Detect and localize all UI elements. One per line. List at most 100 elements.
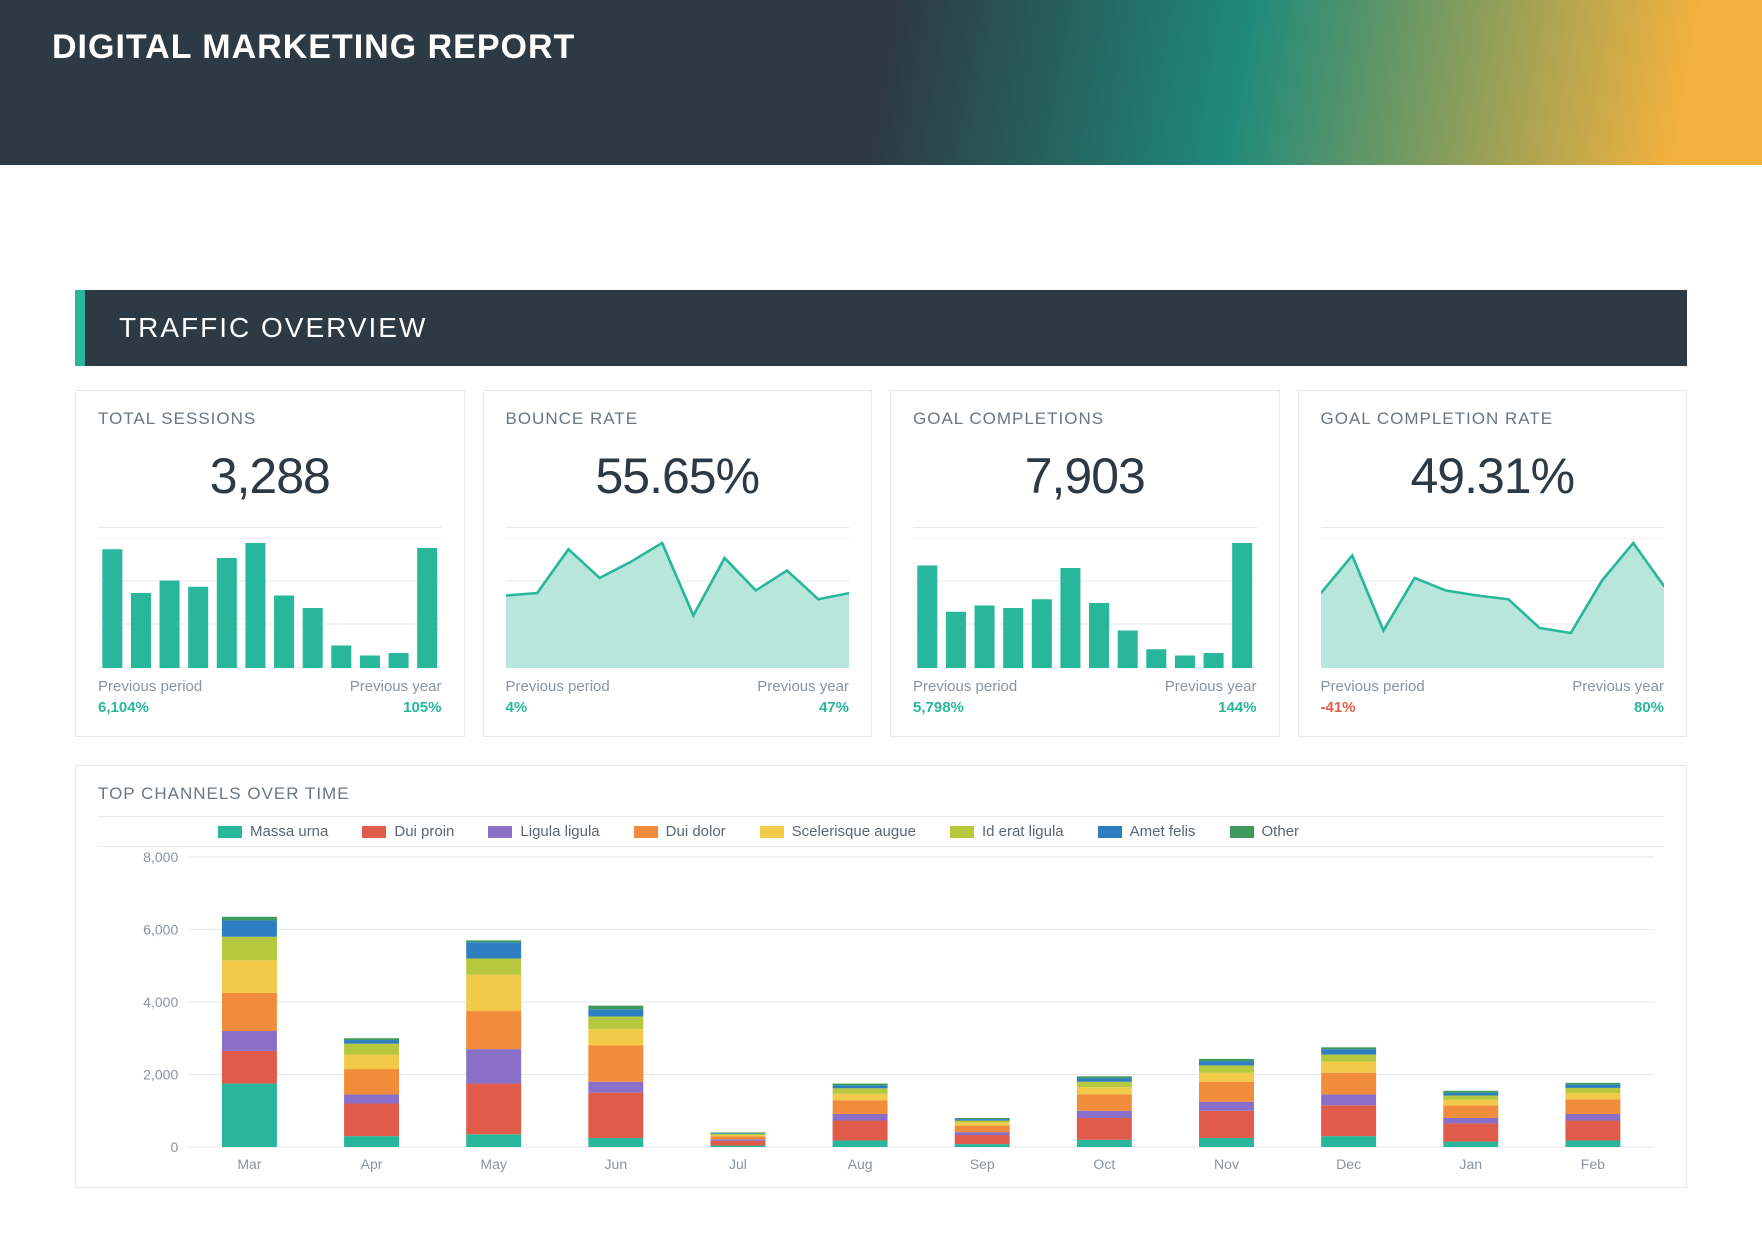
stacked-bar-segment[interactable]: [222, 917, 277, 921]
stacked-bar-segment[interactable]: [1321, 1094, 1376, 1105]
stacked-bar-segment[interactable]: [588, 1082, 643, 1093]
stacked-bar-segment[interactable]: [1199, 1082, 1254, 1102]
stacked-bar-segment[interactable]: [1077, 1087, 1132, 1094]
stacked-bar-segment[interactable]: [1077, 1076, 1132, 1078]
stacked-bar-segment[interactable]: [710, 1139, 765, 1140]
legend-item[interactable]: Ligula ligula: [488, 823, 599, 840]
stacked-bar-segment[interactable]: [588, 1009, 643, 1016]
legend-item[interactable]: Id erat ligula: [950, 823, 1064, 840]
stacked-bar-segment[interactable]: [710, 1136, 765, 1139]
stacked-bar-segment[interactable]: [1443, 1091, 1498, 1093]
stacked-bar-segment[interactable]: [588, 1046, 643, 1082]
stacked-bar-segment[interactable]: [1443, 1123, 1498, 1141]
stacked-bar-segment[interactable]: [955, 1135, 1010, 1144]
stacked-bar-segment[interactable]: [222, 937, 277, 961]
stacked-bar-segment[interactable]: [466, 959, 521, 975]
stacked-bar-segment[interactable]: [1443, 1118, 1498, 1123]
stacked-bar-segment[interactable]: [955, 1132, 1010, 1135]
stacked-bar-segment[interactable]: [1565, 1093, 1620, 1100]
stacked-bar-segment[interactable]: [344, 1104, 399, 1137]
stacked-bar-segment[interactable]: [955, 1123, 1010, 1126]
stacked-bar-segment[interactable]: [344, 1040, 399, 1044]
stacked-bar-segment[interactable]: [1565, 1088, 1620, 1093]
legend-item[interactable]: Dui proin: [362, 823, 454, 840]
stacked-bar-segment[interactable]: [222, 1031, 277, 1051]
stacked-bar-segment[interactable]: [1199, 1138, 1254, 1147]
stacked-bar-segment[interactable]: [710, 1146, 765, 1147]
legend-item[interactable]: Dui dolor: [634, 823, 726, 840]
legend-item[interactable]: Other: [1230, 823, 1300, 840]
stacked-bar-segment[interactable]: [833, 1094, 888, 1101]
stacked-bar-segment[interactable]: [833, 1088, 888, 1093]
stacked-bar-segment[interactable]: [1199, 1061, 1254, 1065]
stacked-bar-segment[interactable]: [710, 1134, 765, 1135]
stacked-bar-segment[interactable]: [466, 940, 521, 942]
stacked-bar-segment[interactable]: [1077, 1094, 1132, 1110]
stacked-bar-segment[interactable]: [466, 1049, 521, 1083]
stacked-bar-segment[interactable]: [344, 1055, 399, 1070]
stacked-bar-segment[interactable]: [1565, 1085, 1620, 1088]
stacked-bar-segment[interactable]: [710, 1141, 765, 1146]
stacked-bar-segment[interactable]: [1077, 1078, 1132, 1082]
stacked-bar-segment[interactable]: [955, 1121, 1010, 1123]
stacked-bar-segment[interactable]: [1077, 1118, 1132, 1140]
stacked-bar-segment[interactable]: [466, 942, 521, 958]
stacked-bar-segment[interactable]: [466, 1134, 521, 1147]
stacked-bar-segment[interactable]: [588, 1093, 643, 1138]
legend-item[interactable]: Amet felis: [1098, 823, 1196, 840]
stacked-bar-segment[interactable]: [1321, 1105, 1376, 1136]
stacked-bar-segment[interactable]: [1565, 1083, 1620, 1085]
stacked-bar-segment[interactable]: [344, 1069, 399, 1094]
stacked-bar-segment[interactable]: [1443, 1093, 1498, 1096]
stacked-bar-segment[interactable]: [1565, 1100, 1620, 1115]
stacked-bar-segment[interactable]: [1321, 1073, 1376, 1095]
stacked-bar-segment[interactable]: [1565, 1114, 1620, 1121]
stacked-bar-segment[interactable]: [1199, 1059, 1254, 1061]
stacked-bar-segment[interactable]: [588, 1017, 643, 1030]
stacked-bar-segment[interactable]: [588, 1029, 643, 1045]
stacked-bar-segment[interactable]: [466, 1011, 521, 1049]
stacked-bar-segment[interactable]: [1321, 1049, 1376, 1054]
stacked-bar-segment[interactable]: [222, 920, 277, 936]
stacked-bar-segment[interactable]: [1443, 1096, 1498, 1100]
stacked-bar-segment[interactable]: [344, 1038, 399, 1040]
stacked-bar-segment[interactable]: [1321, 1136, 1376, 1147]
stacked-bar-segment[interactable]: [1443, 1142, 1498, 1147]
stacked-bar-segment[interactable]: [344, 1094, 399, 1103]
stacked-bar-segment[interactable]: [955, 1126, 1010, 1133]
stacked-bar-segment[interactable]: [833, 1140, 888, 1147]
stacked-bar-segment[interactable]: [344, 1044, 399, 1055]
stacked-bar-segment[interactable]: [1199, 1111, 1254, 1138]
stacked-bar-segment[interactable]: [588, 1006, 643, 1010]
stacked-bar-segment[interactable]: [1565, 1121, 1620, 1141]
stacked-bar-segment[interactable]: [833, 1121, 888, 1141]
stacked-bar-segment[interactable]: [222, 993, 277, 1031]
stacked-bar-segment[interactable]: [833, 1100, 888, 1114]
stacked-bar-segment[interactable]: [1565, 1140, 1620, 1147]
stacked-bar-segment[interactable]: [222, 960, 277, 993]
stacked-bar-segment[interactable]: [1199, 1102, 1254, 1111]
stacked-bar-segment[interactable]: [955, 1144, 1010, 1147]
stacked-bar-segment[interactable]: [833, 1114, 888, 1121]
stacked-bar-segment[interactable]: [833, 1084, 888, 1086]
stacked-bar-segment[interactable]: [344, 1136, 399, 1147]
stacked-bar-segment[interactable]: [222, 1084, 277, 1147]
stacked-bar-segment[interactable]: [588, 1138, 643, 1147]
stacked-bar-segment[interactable]: [466, 975, 521, 1011]
stacked-bar-segment[interactable]: [1199, 1065, 1254, 1072]
stacked-bar-segment[interactable]: [710, 1133, 765, 1134]
stacked-bar-segment[interactable]: [955, 1118, 1010, 1119]
stacked-bar-segment[interactable]: [1321, 1062, 1376, 1073]
stacked-bar-segment[interactable]: [222, 1051, 277, 1084]
stacked-bar-segment[interactable]: [1321, 1047, 1376, 1049]
legend-item[interactable]: Scelerisque augue: [760, 823, 916, 840]
stacked-bar-segment[interactable]: [1077, 1140, 1132, 1147]
stacked-bar-segment[interactable]: [1199, 1073, 1254, 1082]
stacked-bar-segment[interactable]: [1321, 1055, 1376, 1062]
stacked-bar-segment[interactable]: [466, 1084, 521, 1135]
stacked-bar-segment[interactable]: [1443, 1105, 1498, 1118]
stacked-bar-segment[interactable]: [1077, 1082, 1132, 1087]
stacked-bar-segment[interactable]: [833, 1085, 888, 1088]
stacked-bar-segment[interactable]: [710, 1135, 765, 1136]
stacked-bar-segment[interactable]: [1077, 1111, 1132, 1118]
